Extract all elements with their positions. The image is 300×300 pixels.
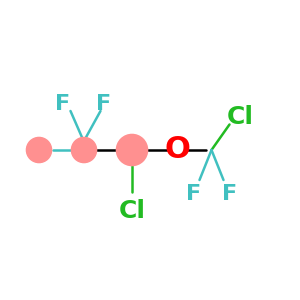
Text: F: F [31, 138, 47, 162]
Text: F: F [96, 94, 111, 113]
Text: F: F [222, 184, 237, 203]
Text: O: O [164, 136, 190, 164]
Text: F: F [56, 94, 70, 113]
Circle shape [26, 137, 52, 163]
Text: Cl: Cl [226, 105, 254, 129]
Text: F: F [186, 184, 201, 203]
Circle shape [116, 134, 148, 166]
Text: Cl: Cl [118, 200, 146, 224]
Circle shape [71, 137, 97, 163]
